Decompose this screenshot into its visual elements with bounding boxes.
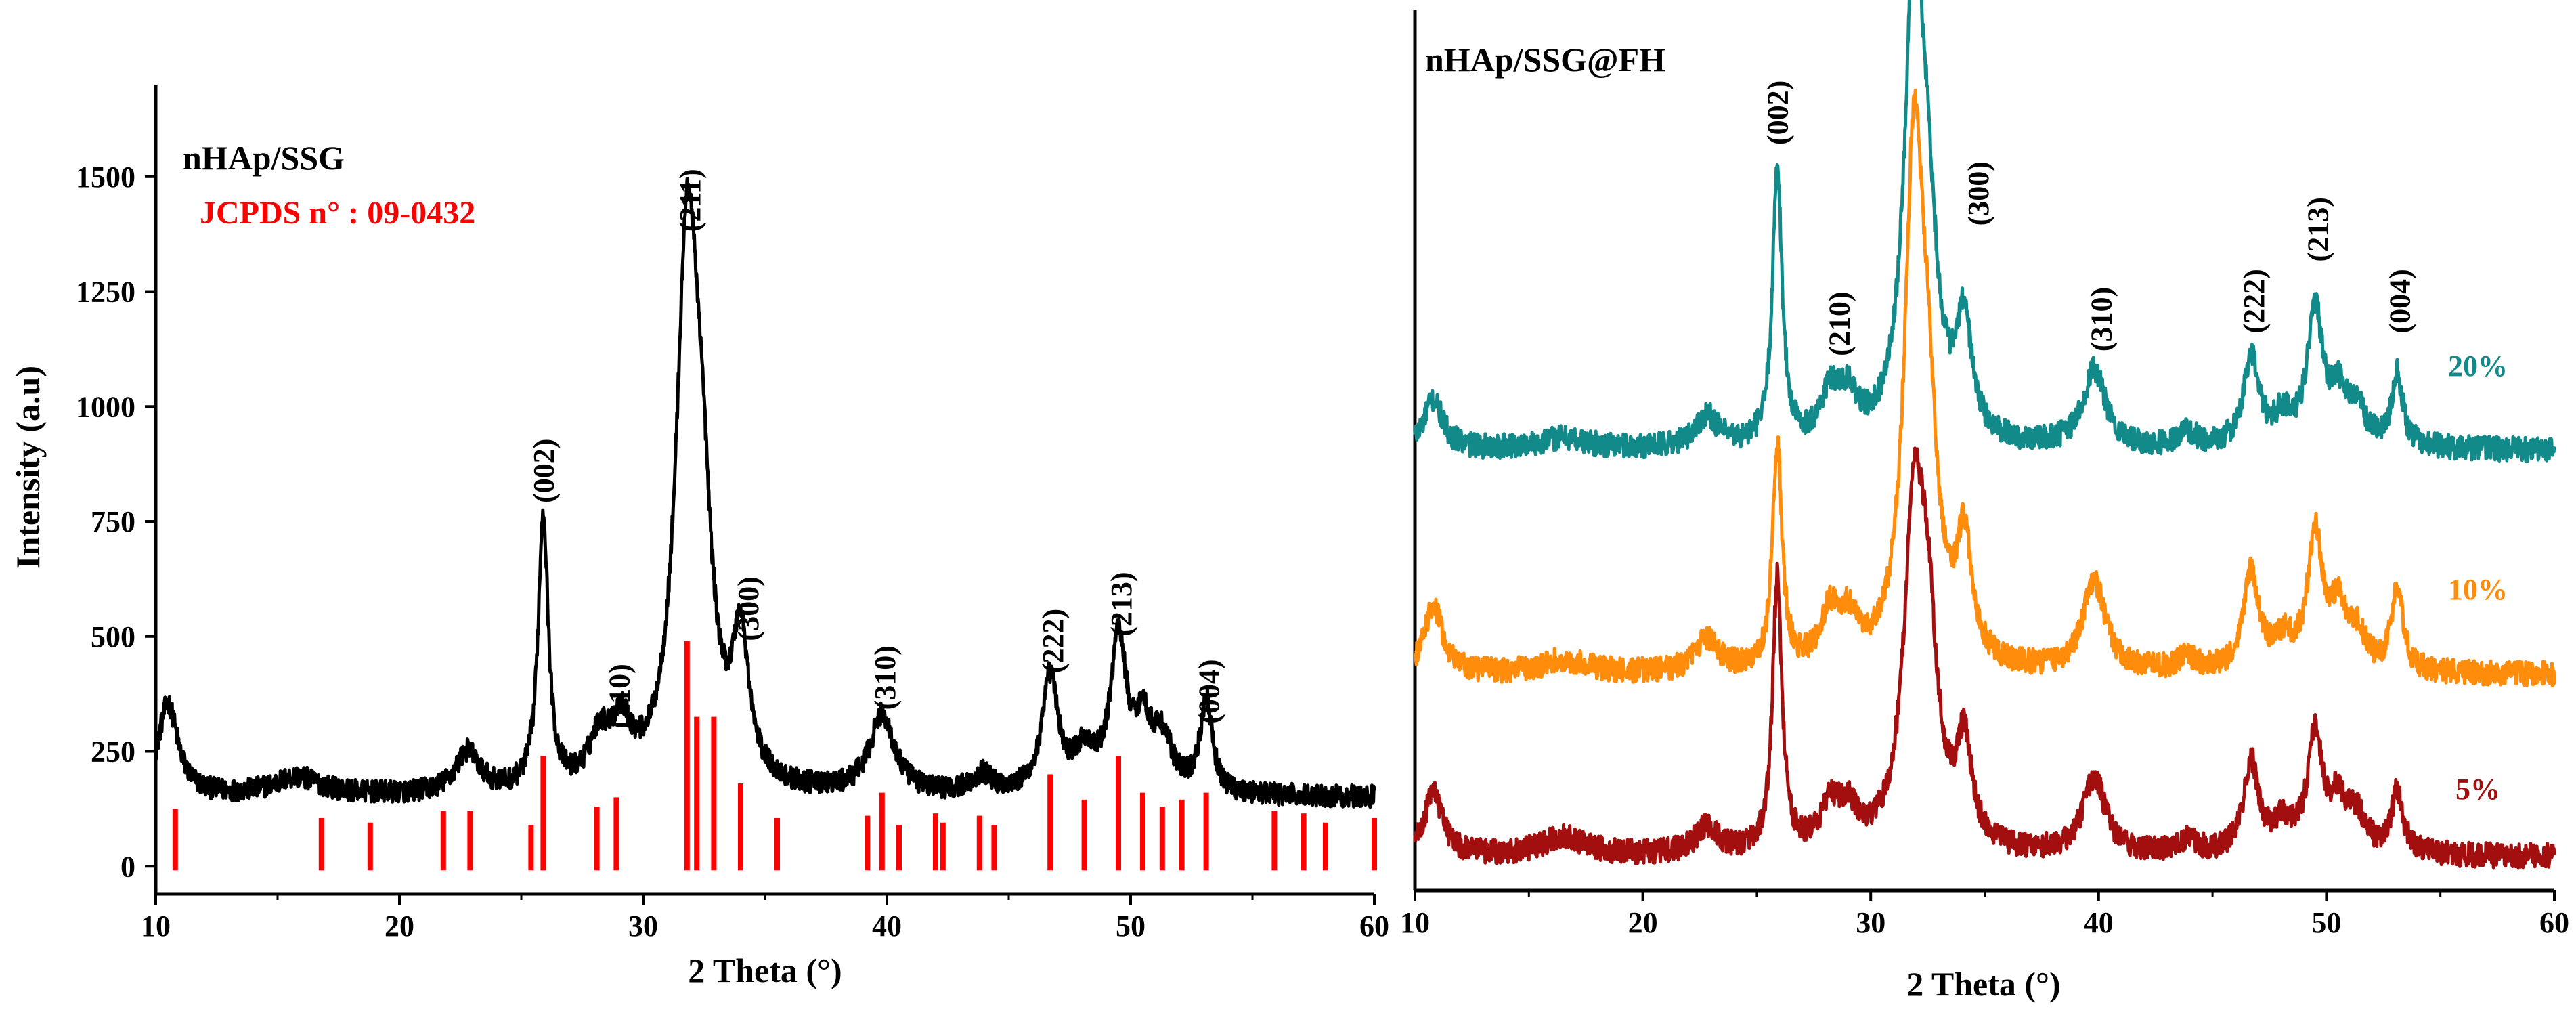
left-peak-annotation: (222) [1036,609,1070,673]
right-x-tick-label: 20 [1628,906,1658,939]
right-series-line-5pct [1413,446,2556,870]
jcpds-reference-line [940,822,946,871]
jcpds-reference-line [976,815,982,871]
series-label-5: 5% [2455,773,2500,806]
jcpds-reference-line [467,811,473,871]
jcpds-reference-line [1179,799,1185,871]
right-x-tick-label: 60 [2539,906,2569,939]
series-label-20: 20% [2448,349,2508,383]
jcpds-reference-line [991,825,997,871]
jcpds-reference-line [684,641,690,871]
left-x-axis-title: 2 Theta (°) [688,951,842,989]
right-panel-title: nHAp/SSG@FH [1425,41,1665,79]
series-label-10: 10% [2448,573,2508,606]
left-peak-annotation: (211) [674,169,707,232]
right-peak-annotation: (211) [1905,0,1938,1]
right-peak-annotation: (300) [1962,161,1995,226]
left-panel-title: nHAp/SSG [183,139,345,177]
left-peak-annotation: (004) [1193,659,1226,723]
right-peak-annotation: (002) [1762,81,1795,145]
jcpds-reference-line [1271,811,1278,871]
jcpds-reference-line [1081,799,1087,871]
left-y-tick-label: 0 [121,850,135,883]
left-series-line [154,177,1376,809]
right-peak-annotation: (222) [2237,269,2271,333]
left-peak-annotation: (213) [1105,572,1138,636]
jcpds-reference-line [540,756,546,871]
jcpds-reference-line [172,809,178,871]
left-x-tick-label: 10 [141,909,171,943]
right-peak-annotation: (004) [2384,269,2417,333]
jcpds-reference-line [318,817,324,871]
left-peak-annotation: (002) [527,439,561,503]
jcpds-reference-line [613,797,619,871]
left-x-tick-label: 30 [628,909,658,943]
jcpds-reference-line [711,716,717,871]
left-panel: 10 20 30 40 50 60 0 250 500 750 1000 1250 1500 (002)… [9,85,1389,989]
jcpds-reference-line [367,822,373,871]
right-series-line-20pct [1413,0,2556,463]
jcpds-reference-line [865,815,871,871]
jcpds-reference-line [738,783,743,871]
left-x-tick-label: 20 [385,909,414,943]
jcpds-reference-line [1116,756,1121,871]
jcpds-reference-line [1140,792,1145,871]
jcpds-reference-line [594,806,600,871]
right-peak-annotation: (310) [2085,287,2118,351]
jcpds-reference-line [1323,822,1328,871]
jcpds-reference-line [879,792,885,871]
jcpds-reference-line [896,825,902,871]
left-y-axis-title: Intensity (a.u) [9,366,47,569]
left-y-tick-label: 1000 [76,390,135,423]
jcpds-reference-line [933,813,938,871]
left-y-tick-label: 1250 [76,276,135,309]
right-peak-annotation: (210) [1822,291,1856,356]
left-x-tick-label: 40 [872,909,902,943]
left-y-tick-label: 1500 [76,160,135,194]
left-y-tick-label: 500 [91,620,135,653]
jcpds-reference-line [440,811,446,871]
jcpds-reference-line [1372,817,1377,871]
left-peak-annotation: (210) [603,664,636,728]
right-x-tick-label: 40 [2084,906,2114,939]
right-x-tick-label: 30 [1856,906,1885,939]
left-y-tick-label: 750 [91,505,135,538]
left-peak-annotation: (300) [732,576,765,641]
left-peak-annotation: (310) [869,645,902,710]
jcpds-reference-line [694,716,700,871]
jcpds-reference-line [528,825,534,871]
jcpds-reference-line [1203,792,1209,871]
jcpds-reference-line [1301,813,1307,871]
right-series-line-10pct [1414,88,2556,688]
left-y-tick-label: 250 [91,735,135,769]
right-peak-annotation: (213) [2301,197,2334,261]
left-x-tick-label: 60 [1359,909,1389,943]
jcpds-reference-line [1159,806,1165,871]
jcpds-reference-line [774,817,780,871]
jcpds-reference-label: JCPDS n° : 09-0432 [200,195,475,231]
right-x-tick-label: 50 [2311,906,2341,939]
right-x-axis-title: 2 Theta (°) [1906,965,2060,1003]
left-x-tick-label: 50 [1116,909,1145,943]
right-panel: 10 20 30 40 50 60 (211) (002) (210) (300) (310) (2… [1400,0,2569,1003]
jcpds-reference-line [1047,774,1053,871]
right-x-tick-label: 10 [1400,906,1430,939]
